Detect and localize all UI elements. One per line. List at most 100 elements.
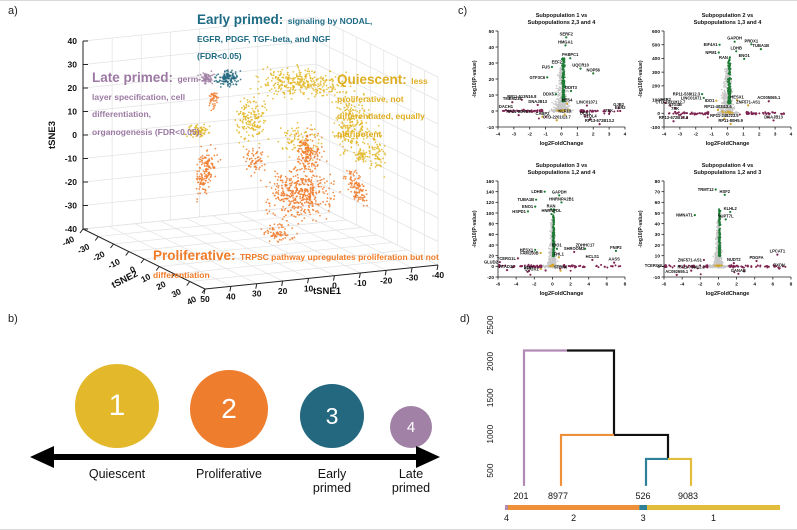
gene-label: DDIT3 bbox=[565, 85, 578, 90]
gene-label: NUDT2 bbox=[727, 257, 741, 262]
gene-label: LINC01071 bbox=[576, 100, 598, 105]
volcano-xtick: 4 bbox=[587, 282, 590, 288]
gene-label: TCERG1L bbox=[645, 263, 665, 268]
leaf-count: 201 bbox=[513, 491, 528, 501]
volcano-xtick: -1 bbox=[709, 132, 714, 138]
volcano-ytick: 120 bbox=[486, 200, 494, 206]
gene-label: KLHL2 bbox=[724, 206, 738, 211]
volcano-ytick: 160 bbox=[486, 179, 494, 185]
volcano-title-line2: Subpopulations 1,2 and 4 bbox=[528, 170, 597, 176]
tsne1-tick: 30 bbox=[252, 289, 262, 299]
gene-label: CTD-2201I13.7 bbox=[543, 114, 572, 119]
gene-label: DNAJB13 bbox=[528, 99, 547, 104]
volcano-xtick: 6 bbox=[772, 282, 775, 288]
gene-label: EEF2 bbox=[552, 60, 563, 65]
dendro-ytick: 2000 bbox=[485, 352, 495, 371]
volcano-xtick: 8 bbox=[790, 282, 793, 288]
gene-label: STRA6 bbox=[554, 265, 568, 270]
gene-label: 7SK bbox=[671, 106, 679, 111]
gene-label: GAPDH bbox=[727, 36, 742, 41]
leaf-count: 526 bbox=[635, 491, 650, 501]
volcano-ytick: 0 bbox=[491, 264, 494, 270]
gene-label: PABPC1 bbox=[562, 52, 579, 57]
volcano-xlabel: log2FoldChange bbox=[540, 141, 584, 147]
volcano-title-line2: Subpopulations 1,3 and 4 bbox=[694, 20, 763, 26]
volcano-xtick: 3 bbox=[774, 132, 777, 138]
cluster-number: 1 bbox=[711, 513, 716, 523]
circle-proliferative: 2 bbox=[190, 370, 268, 448]
gene-label: RP11-80H5.9 bbox=[718, 118, 743, 123]
volcano-title-line1: Subpopulation 4 vs bbox=[702, 163, 754, 169]
volcano-ytick: 10 bbox=[655, 253, 661, 259]
label-quiescent: Quiescent bbox=[67, 467, 167, 481]
volcano-title-line2: Subpopulations 2,3 and 4 bbox=[528, 20, 597, 26]
gene-label: AC005065.1 bbox=[757, 95, 781, 100]
tsne2-tick: -10 bbox=[106, 256, 122, 271]
circle-quiescent: 1 bbox=[75, 364, 159, 448]
arrow-right-head-icon bbox=[416, 446, 440, 468]
volcano-ytick: 140 bbox=[486, 189, 494, 195]
volcano-ytick: 40 bbox=[489, 243, 495, 249]
gene-label: FAM150B bbox=[520, 251, 538, 256]
circle-proliferative-number: 2 bbox=[221, 393, 237, 425]
gene-label: HSF2 bbox=[720, 189, 731, 194]
volcano-title-line1: Subpopulation 1 vs bbox=[536, 13, 588, 19]
volcano-ytick: 400 bbox=[652, 56, 660, 62]
volcano-xtick: 2 bbox=[569, 282, 572, 288]
volcano-xtick: -2 bbox=[528, 132, 533, 138]
volcano-ytick: 60 bbox=[489, 232, 495, 238]
dendro-segments bbox=[524, 350, 691, 485]
volcano-ytick: -20 bbox=[487, 275, 494, 281]
annotation-proliferative-title: Proliferative: bbox=[153, 248, 236, 263]
tsne3-tick: -40 bbox=[65, 224, 78, 234]
circle-early-primed: 3 bbox=[300, 384, 364, 448]
annotation-quiescent: Quiescent: less proliferative, not diffe… bbox=[337, 71, 455, 141]
axis-arrow bbox=[52, 454, 418, 460]
gene-label: 7SK bbox=[605, 108, 613, 113]
cluster-number: 2 bbox=[571, 513, 576, 523]
tsne3-tick: 30 bbox=[68, 60, 78, 70]
volcano-ytick: 60 bbox=[655, 200, 661, 206]
volcano-xlabel: log2FoldChange bbox=[706, 141, 750, 147]
gene-label: TRMT12 bbox=[698, 187, 715, 192]
volcano-ytick: 70 bbox=[655, 189, 661, 195]
tsne3-tick: 0 bbox=[72, 130, 77, 140]
volcano-ytick: 30 bbox=[655, 232, 661, 238]
gene-label: TUBA1B bbox=[753, 43, 770, 48]
volcano-xtick: 8 bbox=[624, 282, 627, 288]
volcano-xtick: 6 bbox=[606, 282, 609, 288]
volcano-xtick: -4 bbox=[514, 282, 519, 288]
gene-label: HSPD1 bbox=[512, 209, 526, 214]
tsne1-tick: 20 bbox=[278, 286, 288, 296]
volcano-xtick: 0 bbox=[560, 132, 563, 138]
gene-label: DDX5 bbox=[543, 92, 555, 97]
tsne2-axis-label: tSNE2 bbox=[110, 269, 140, 292]
tsne2-tick: -20 bbox=[91, 249, 107, 264]
volcano-ytick: 20 bbox=[489, 77, 495, 83]
gene-label: FNIP2 bbox=[610, 245, 622, 250]
dendro-ytick: 2500 bbox=[485, 315, 495, 334]
volcano-xtick: -4 bbox=[680, 282, 685, 288]
volcano-ytick: 80 bbox=[489, 221, 495, 227]
volcano-ytick: 40 bbox=[489, 45, 495, 51]
gene-label: NMNAT1 bbox=[676, 213, 693, 218]
gene-label: LPCAT1 bbox=[770, 249, 786, 254]
volcano-xtick: -4 bbox=[662, 132, 667, 138]
volcano-ytick: 500 bbox=[652, 43, 660, 49]
label-late-primed: Late primed bbox=[385, 467, 437, 495]
volcano-xtick: -4 bbox=[496, 132, 501, 138]
gene-label: RP13-672B13.2 bbox=[585, 118, 615, 123]
gene-label: IDO1 bbox=[552, 243, 562, 248]
volcano-ytick: 80 bbox=[655, 179, 661, 185]
gene-label: TMEM238 bbox=[503, 96, 523, 101]
volcano-ytick: -10 bbox=[487, 125, 494, 131]
tsne3-tick: 20 bbox=[68, 83, 78, 93]
dendro-ytick: 1500 bbox=[485, 388, 495, 407]
tsne2-tick: 30 bbox=[170, 286, 183, 299]
